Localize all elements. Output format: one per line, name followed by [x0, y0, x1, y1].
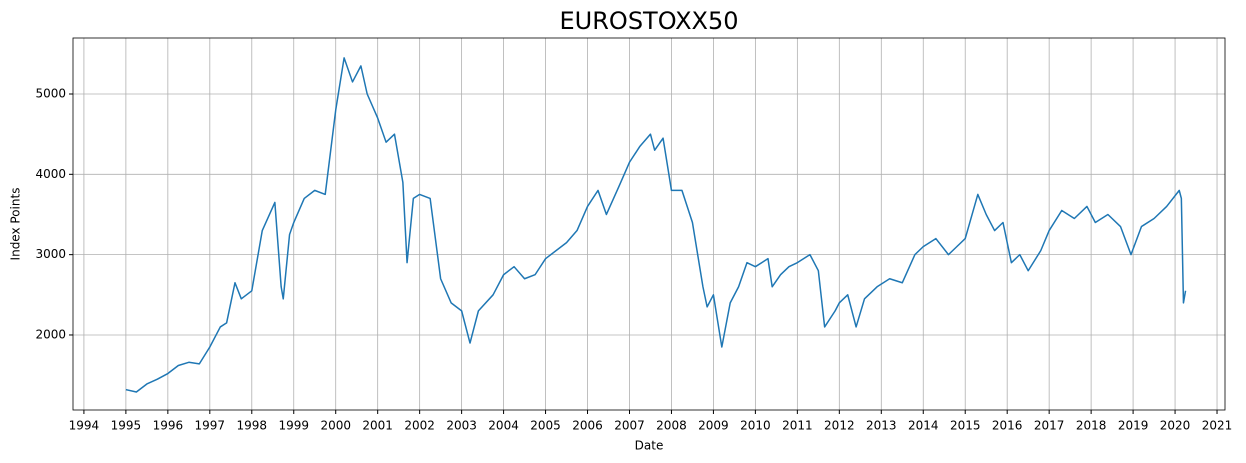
x-tick-label: 2005 — [530, 419, 561, 433]
x-tick-label: 2017 — [1034, 419, 1065, 433]
x-tick-label: 2001 — [362, 419, 393, 433]
x-tick-label: 2021 — [1202, 419, 1233, 433]
x-tick-label: 2013 — [866, 419, 897, 433]
x-tick-label: 2020 — [1160, 419, 1191, 433]
x-tick-label: 2015 — [950, 419, 981, 433]
x-tick-label: 2007 — [614, 419, 645, 433]
x-tick-label: 1997 — [195, 419, 226, 433]
x-tick-label: 2002 — [404, 419, 435, 433]
chart-title: EUROSTOXX50 — [560, 7, 739, 35]
x-tick-label: 2012 — [824, 419, 855, 433]
x-axis-label: Date — [635, 439, 664, 453]
x-tick-label: 1998 — [237, 419, 268, 433]
y-axis-label: Index Points — [9, 188, 23, 261]
y-tick-label: 5000 — [35, 86, 66, 100]
data-line — [125, 57, 1187, 393]
x-tick-label: 2014 — [908, 419, 939, 433]
x-tick-label: 2011 — [782, 419, 813, 433]
x-tick-label: 2018 — [1076, 419, 1107, 433]
plot-frame — [72, 37, 1226, 411]
x-tick-label: 1999 — [278, 419, 309, 433]
x-tick-label: 2006 — [572, 419, 603, 433]
x-tick-label: 2004 — [488, 419, 519, 433]
x-tick-label: 2000 — [320, 419, 351, 433]
x-tick-label: 2016 — [992, 419, 1023, 433]
x-tick-label: 1995 — [111, 419, 142, 433]
x-tick-label: 2010 — [740, 419, 771, 433]
x-tick-label: 2003 — [446, 419, 477, 433]
x-tick-label: 2009 — [698, 419, 729, 433]
y-tick-label: 2000 — [35, 327, 66, 341]
x-tick-label: 2008 — [656, 419, 687, 433]
y-tick-label: 4000 — [35, 167, 66, 181]
x-tick-label: 1994 — [69, 419, 100, 433]
y-tick-label: 3000 — [35, 247, 66, 261]
x-tick-label: 1996 — [153, 419, 184, 433]
x-tick-label: 2019 — [1118, 419, 1149, 433]
